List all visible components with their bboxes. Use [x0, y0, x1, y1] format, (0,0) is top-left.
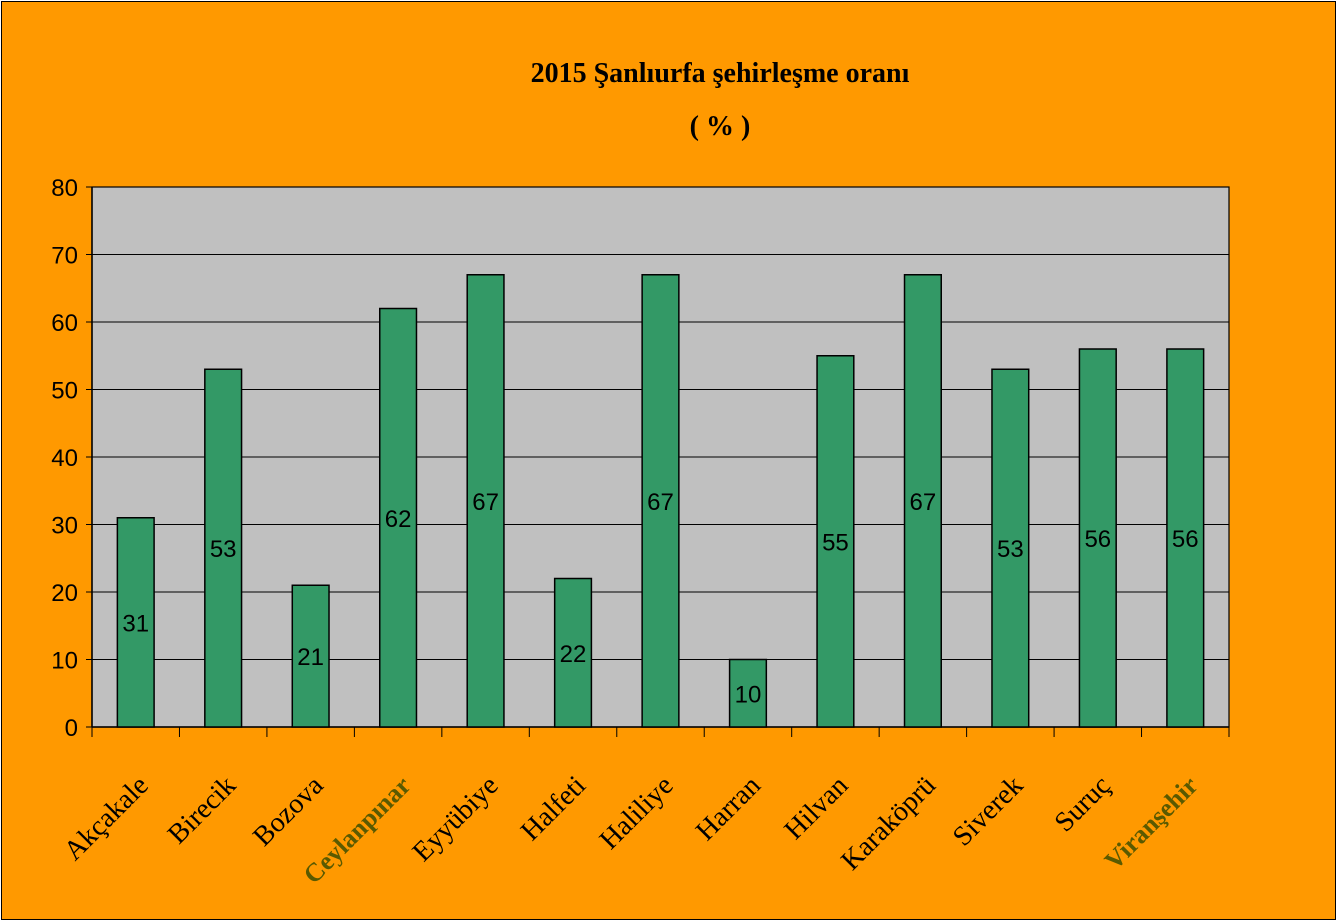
- x-tick-label: Birecik: [162, 770, 242, 850]
- data-label: 21: [297, 644, 324, 671]
- bar-5: [553, 577, 593, 728]
- data-label: 10: [735, 681, 762, 708]
- y-tick-label: 0: [65, 715, 78, 742]
- data-label: 67: [647, 489, 674, 516]
- bar-7: [728, 658, 768, 728]
- x-tick-label: Halfeti: [515, 770, 592, 847]
- y-tick-label: 30: [51, 513, 78, 540]
- x-tick-label: Karaköprü: [835, 770, 942, 877]
- y-tick-label: 10: [51, 648, 78, 675]
- data-label: 31: [122, 610, 149, 637]
- bar-0: [116, 517, 155, 728]
- x-tick-label: Suruç: [1049, 770, 1117, 838]
- x-tick-label: Viranşehir: [1099, 771, 1204, 876]
- bar-6: [641, 274, 680, 728]
- x-tick-label: Harran: [690, 770, 767, 847]
- bar-3: [378, 307, 418, 728]
- chart-subtitle: ( % ): [690, 111, 751, 142]
- bar-4: [466, 274, 505, 728]
- data-label: 56: [1084, 526, 1111, 553]
- y-tick-label: 70: [51, 243, 78, 270]
- y-tick-label: 20: [51, 580, 78, 607]
- bar-10: [991, 368, 1030, 728]
- data-label: 55: [822, 529, 849, 556]
- bar-12: [1166, 348, 1205, 728]
- x-tick-label: Eyyübiye: [407, 770, 505, 868]
- bar-8: [816, 355, 855, 728]
- data-label: 67: [472, 489, 499, 516]
- data-label: 53: [997, 536, 1024, 563]
- y-tick-label: 80: [51, 175, 78, 202]
- x-tick-label: Hilvan: [779, 770, 855, 846]
- y-tick-label: 50: [51, 378, 78, 405]
- x-tick-label: Siverek: [947, 770, 1029, 852]
- x-tick-label: Haliliye: [594, 770, 680, 856]
- y-tick-label: 40: [51, 445, 78, 472]
- data-label: 22: [560, 641, 587, 668]
- data-label: 56: [1172, 526, 1199, 553]
- y-tick-label: 60: [51, 310, 78, 337]
- bar-1: [204, 368, 243, 728]
- bar-11: [1078, 348, 1117, 728]
- bar-2: [291, 584, 330, 728]
- plot-area: 0 10 20 30 40 50 60 70 80 31 Akçakale 53 Birecik 21 Bo…: [51, 175, 1230, 889]
- x-tick-label: Bozova: [247, 770, 330, 853]
- data-label: 62: [385, 506, 412, 533]
- data-label: 53: [210, 536, 237, 563]
- bar-9: [903, 274, 943, 728]
- x-tick-label: Akçakale: [58, 770, 155, 867]
- data-label: 67: [910, 489, 937, 516]
- chart-title: 2015 Şanlıurfa şehirleşme oranı: [531, 58, 910, 89]
